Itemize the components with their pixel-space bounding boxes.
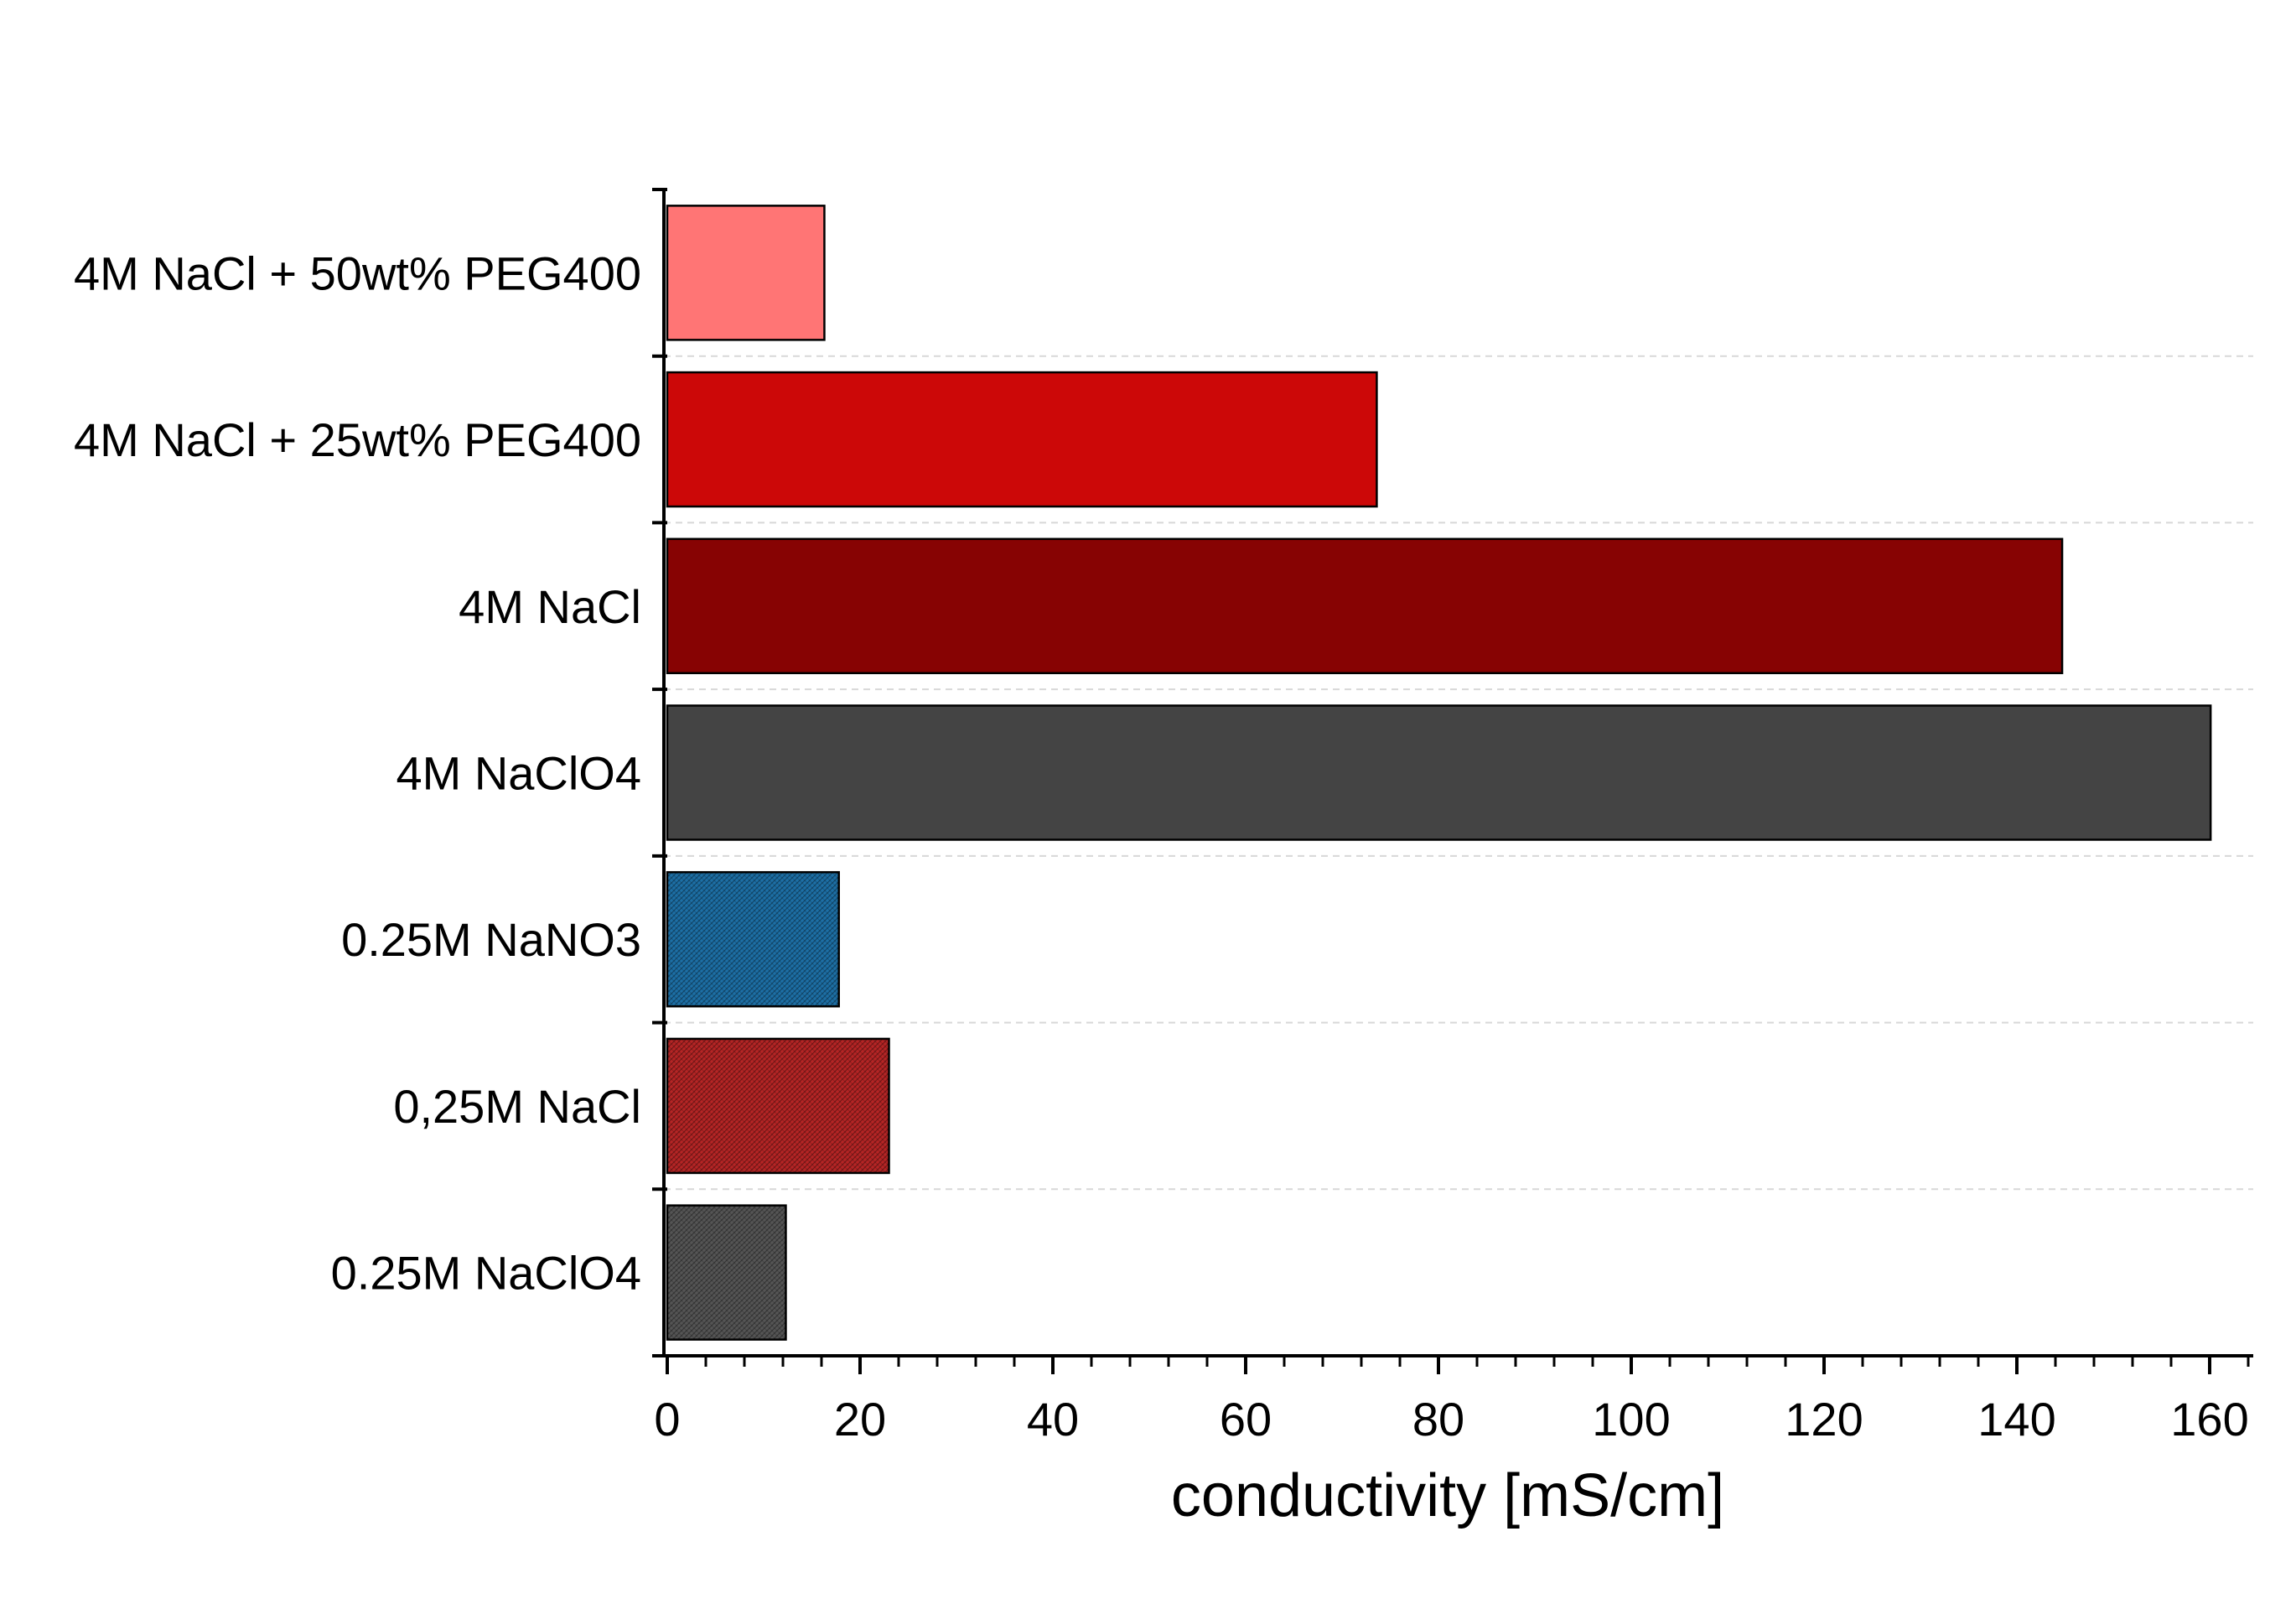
bar-1 [666,205,826,341]
bar-7 [666,1204,787,1341]
category-label: 0,25M NaCl [393,1080,641,1133]
axes [652,188,2253,1374]
category-label: 0.25M NaNO3 [341,913,641,966]
bar-2 [666,371,1378,508]
x-tick-label: 160 [2170,1393,2248,1446]
bar-3 [666,537,2064,675]
x-tick-label: 140 [1977,1393,2055,1446]
gridlines [664,355,2253,1191]
bar-5 [666,870,840,1008]
category-label: 4M NaCl + 50wt% PEG400 [74,247,641,299]
x-tick-label: 100 [1592,1393,1670,1446]
x-tick-label: 40 [1027,1393,1079,1446]
category-label: 4M NaCl + 25wt% PEG400 [74,413,641,466]
x-axis-title: conductivity [mS/cm] [1171,1462,1724,1529]
bars [666,205,2212,1341]
bar-6 [666,1037,890,1175]
category-label: 4M NaCl [459,580,641,633]
x-tick-label: 120 [1785,1393,1863,1446]
bar-4 [666,704,2212,841]
x-tick-label: 60 [1220,1393,1272,1446]
x-tick-label: 80 [1412,1393,1464,1446]
labels: 4M NaCl + 50wt% PEG400 4M NaCl + 25wt% PE… [74,247,2249,1446]
x-tick-label: 0 [654,1393,680,1446]
x-tick-label: 20 [834,1393,886,1446]
category-label: 0.25M NaClO4 [331,1247,641,1300]
category-label: 4M NaClO4 [396,747,641,800]
